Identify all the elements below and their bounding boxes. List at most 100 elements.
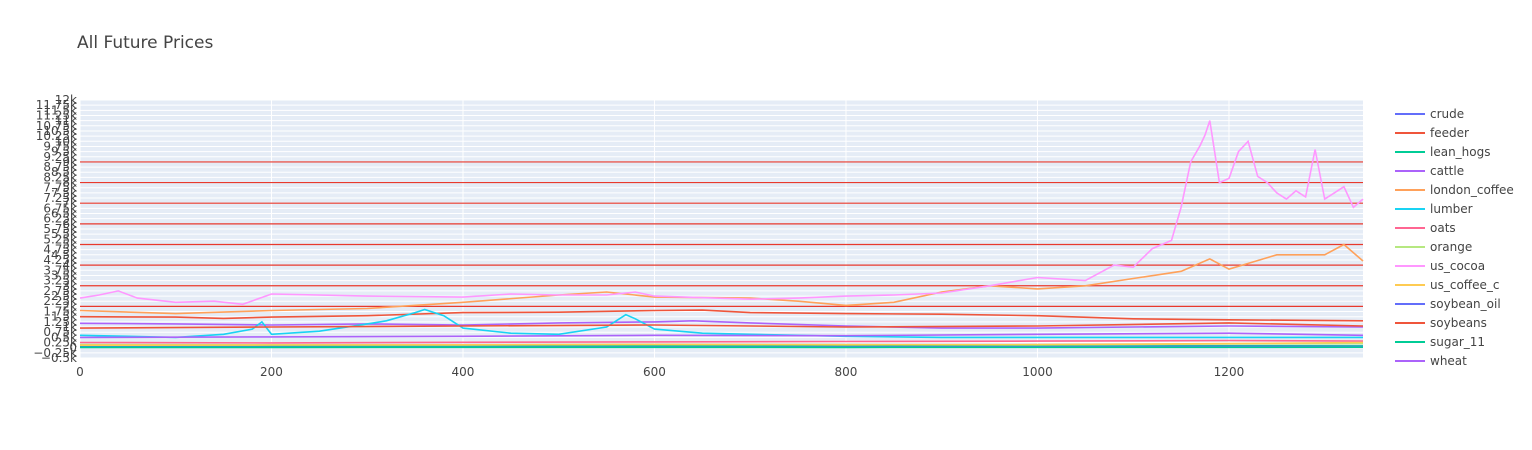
legend-item-wheat[interactable]: wheat [1395,354,1467,368]
chart-title: All Future Prices [77,33,214,53]
y-tick-label: 7k [62,196,77,210]
legend-label: crude [1430,107,1464,121]
series-line-oats [79,339,1364,344]
y-tick-label: 4.25k [43,253,77,267]
y-tick-label: 2.75k [43,284,77,298]
x-tick-label: 400 [452,365,475,379]
y-axis-ticks: −0.5k−0.25k00.25k0.5k0.75k1k1.25k1.5k1.7… [33,93,77,365]
y-tick-label: 10k [55,134,77,148]
y-tick-label: 0.25k [43,336,77,350]
y-tick-label: 6.75k [43,201,77,215]
legend-label: wheat [1430,354,1467,368]
x-tick-label: 1000 [1022,365,1053,379]
y-tick-label: 6.5k [51,207,77,221]
y-tick-label: 11.75k [36,98,77,112]
series-line-us-cocoa [79,120,1364,306]
y-tick-label: 1k [62,320,77,334]
y-tick-label: 9.25k [43,150,77,164]
y-tick-label: 9k [62,155,77,169]
y-tick-label: 11.25k [36,108,77,122]
y-tick-label: 6k [62,217,77,231]
legend-item-lumber[interactable]: lumber [1395,202,1473,216]
x-tick-label: 200 [260,365,283,379]
legend-label: us_coffee_c [1430,278,1499,292]
x-axis-ticks: 0 200 400 600 800 1000 1200 [76,365,1244,379]
x-tick-label: 800 [835,365,858,379]
legend-label: soybeans [1430,316,1487,330]
legend-label: lumber [1430,202,1473,216]
legend-item-us-coffee-c[interactable]: us_coffee_c [1395,278,1499,292]
y-tick-label: 3.75k [43,263,77,277]
y-tick-label: 1.25k [43,315,77,329]
legend-item-oats[interactable]: oats [1395,221,1456,235]
legend-item-soybean-oil[interactable]: soybean_oil [1395,297,1501,311]
series-line-cattle [79,319,1364,329]
legend-item-cattle[interactable]: cattle [1395,164,1464,178]
legend-item-crude[interactable]: crude [1395,107,1464,121]
legend-item-feeder[interactable]: feeder [1395,126,1469,140]
series-line-us-coffee-c [79,341,1364,347]
x-tick-label: 1200 [1214,365,1245,379]
legend-item-orange[interactable]: orange [1395,240,1472,254]
y-tick-label: 10.25k [36,129,77,143]
series-line-lumber [79,308,1363,339]
legend-label: london_coffee [1430,183,1514,197]
y-tick-label: 7.5k [51,186,77,200]
y-tick-label: 5.5k [51,227,77,241]
y-tick-label: 1.5k [51,310,77,324]
legend-label: cattle [1430,164,1464,178]
y-tick-label: 8k [62,176,77,190]
y-tick-label: 5.25k [43,232,77,246]
y-tick-label: 0.75k [43,325,77,339]
y-tick-label: 0.5k [51,330,77,344]
reference-lines [80,161,1363,307]
y-tick-label: 5k [62,237,77,251]
legend-label: us_cocoa [1430,259,1485,273]
y-tick-label: 9.5k [51,145,77,159]
y-tick-label: 2.25k [43,294,77,308]
y-tick-label: −0.5k [41,351,77,365]
legend-item-sugar-11[interactable]: sugar_11 [1395,335,1485,349]
y-tick-label: 8.5k [51,165,77,179]
y-tick-label: 7.75k [43,181,77,195]
y-tick-label: 10.75k [36,119,77,133]
y-tick-label: 7.25k [43,191,77,205]
legend-item-us-cocoa[interactable]: us_cocoa [1395,259,1485,273]
legend-item-lean-hogs[interactable]: lean_hogs [1395,145,1491,159]
y-tick-label: 3.25k [43,274,77,288]
y-tick-label: 2k [62,299,77,313]
legend-label: sugar_11 [1430,335,1485,349]
y-tick-label: −0.25k [33,346,77,360]
y-tick-label: 8.75k [43,160,77,174]
legend-label: feeder [1430,126,1469,140]
y-tick-label: 12k [55,93,77,107]
series-layer [79,120,1364,349]
legend-label: oats [1430,221,1456,235]
y-tick-label: 1.75k [43,305,77,319]
x-tick-label: 0 [76,365,84,379]
y-tick-label: 5.75k [43,222,77,236]
y-tick-label: 4k [62,258,77,272]
legend-label: orange [1430,240,1472,254]
x-tick-label: 600 [643,365,666,379]
y-tick-label: 10.5k [43,124,77,138]
y-tick-label: 3k [62,279,77,293]
y-tick-label: 11k [55,114,77,128]
legend-item-london-coffee[interactable]: london_coffee [1395,183,1514,197]
legend-label: soybean_oil [1430,297,1501,311]
y-tick-label: 8.25k [43,170,77,184]
series-line-soybeans [79,322,1364,329]
legend-label: lean_hogs [1430,145,1491,159]
y-tick-label: 6.25k [43,212,77,226]
y-tick-label: 0 [69,341,77,355]
series-line-feeder [79,309,1364,322]
y-tick-label: 3.5k [51,268,77,282]
y-tick-label: 2.5k [51,289,77,303]
legend-item-soybeans[interactable]: soybeans [1395,316,1487,330]
y-tick-label: 4.5k [51,248,77,262]
y-tick-label: 9.75k [43,139,77,153]
y-tick-label: 11.5k [43,103,77,117]
y-tick-label: 4.75k [43,243,77,257]
